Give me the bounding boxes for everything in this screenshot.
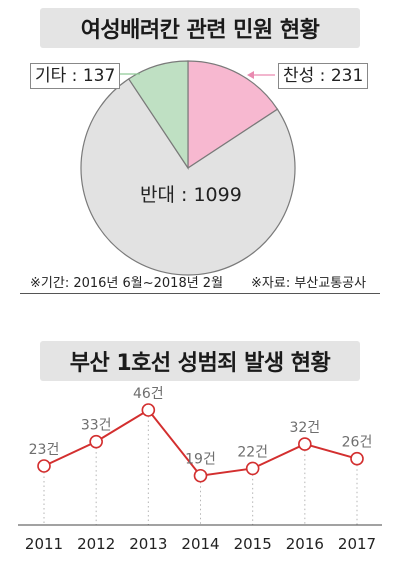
pie-label-other: 기타 : 137 xyxy=(30,63,121,89)
x-tick-label-2013: 2013 xyxy=(129,535,167,553)
source-note: ※자료: 부산교통공사 xyxy=(251,276,367,291)
data-label-2011: 23건 xyxy=(29,442,60,458)
data-point-2015 xyxy=(245,461,260,476)
pie-label-oppose: 반대 : 1099 xyxy=(140,184,242,206)
data-label-2014: 19건 xyxy=(185,452,216,468)
x-tick-label-2014: 2014 xyxy=(181,535,219,553)
data-point-2011 xyxy=(37,459,51,473)
pie-slice-agree xyxy=(187,60,279,170)
data-point-2014 xyxy=(193,468,208,483)
x-tick-label-2012: 2012 xyxy=(77,535,115,553)
x-tick-label-2017: 2017 xyxy=(338,535,376,553)
x-tick-label-2011: 2011 xyxy=(25,535,63,553)
divider xyxy=(20,293,380,294)
data-point-2016 xyxy=(298,437,312,451)
data-label-2013: 46건 xyxy=(133,386,164,402)
pie-label-agree: 찬성 : 231 xyxy=(278,63,369,89)
data-point-2012 xyxy=(89,434,103,449)
x-tick-label-2015: 2015 xyxy=(234,535,272,553)
data-label-2012: 33건 xyxy=(81,418,112,434)
x-tick-label-2016: 2016 xyxy=(286,535,324,553)
pie-slice-other xyxy=(127,60,189,170)
pie-slice-oppose xyxy=(80,78,296,276)
line-chart-title: 부산 1호선 성범죄 발생 현황 xyxy=(40,341,360,381)
data-point-2017 xyxy=(350,451,364,466)
period-note: ※기간: 2016년 6월~2018년 2월 xyxy=(30,276,224,291)
complaints-pie-chart xyxy=(80,60,296,276)
agree-arrow-icon xyxy=(247,71,254,79)
data-label-2017: 26건 xyxy=(342,435,373,451)
data-label-2015: 22건 xyxy=(237,444,268,460)
pie-chart-title: 여성배려칸 관련 민원 현황 xyxy=(40,8,360,48)
data-point-2013 xyxy=(141,403,156,417)
data-label-2016: 32건 xyxy=(289,420,320,436)
